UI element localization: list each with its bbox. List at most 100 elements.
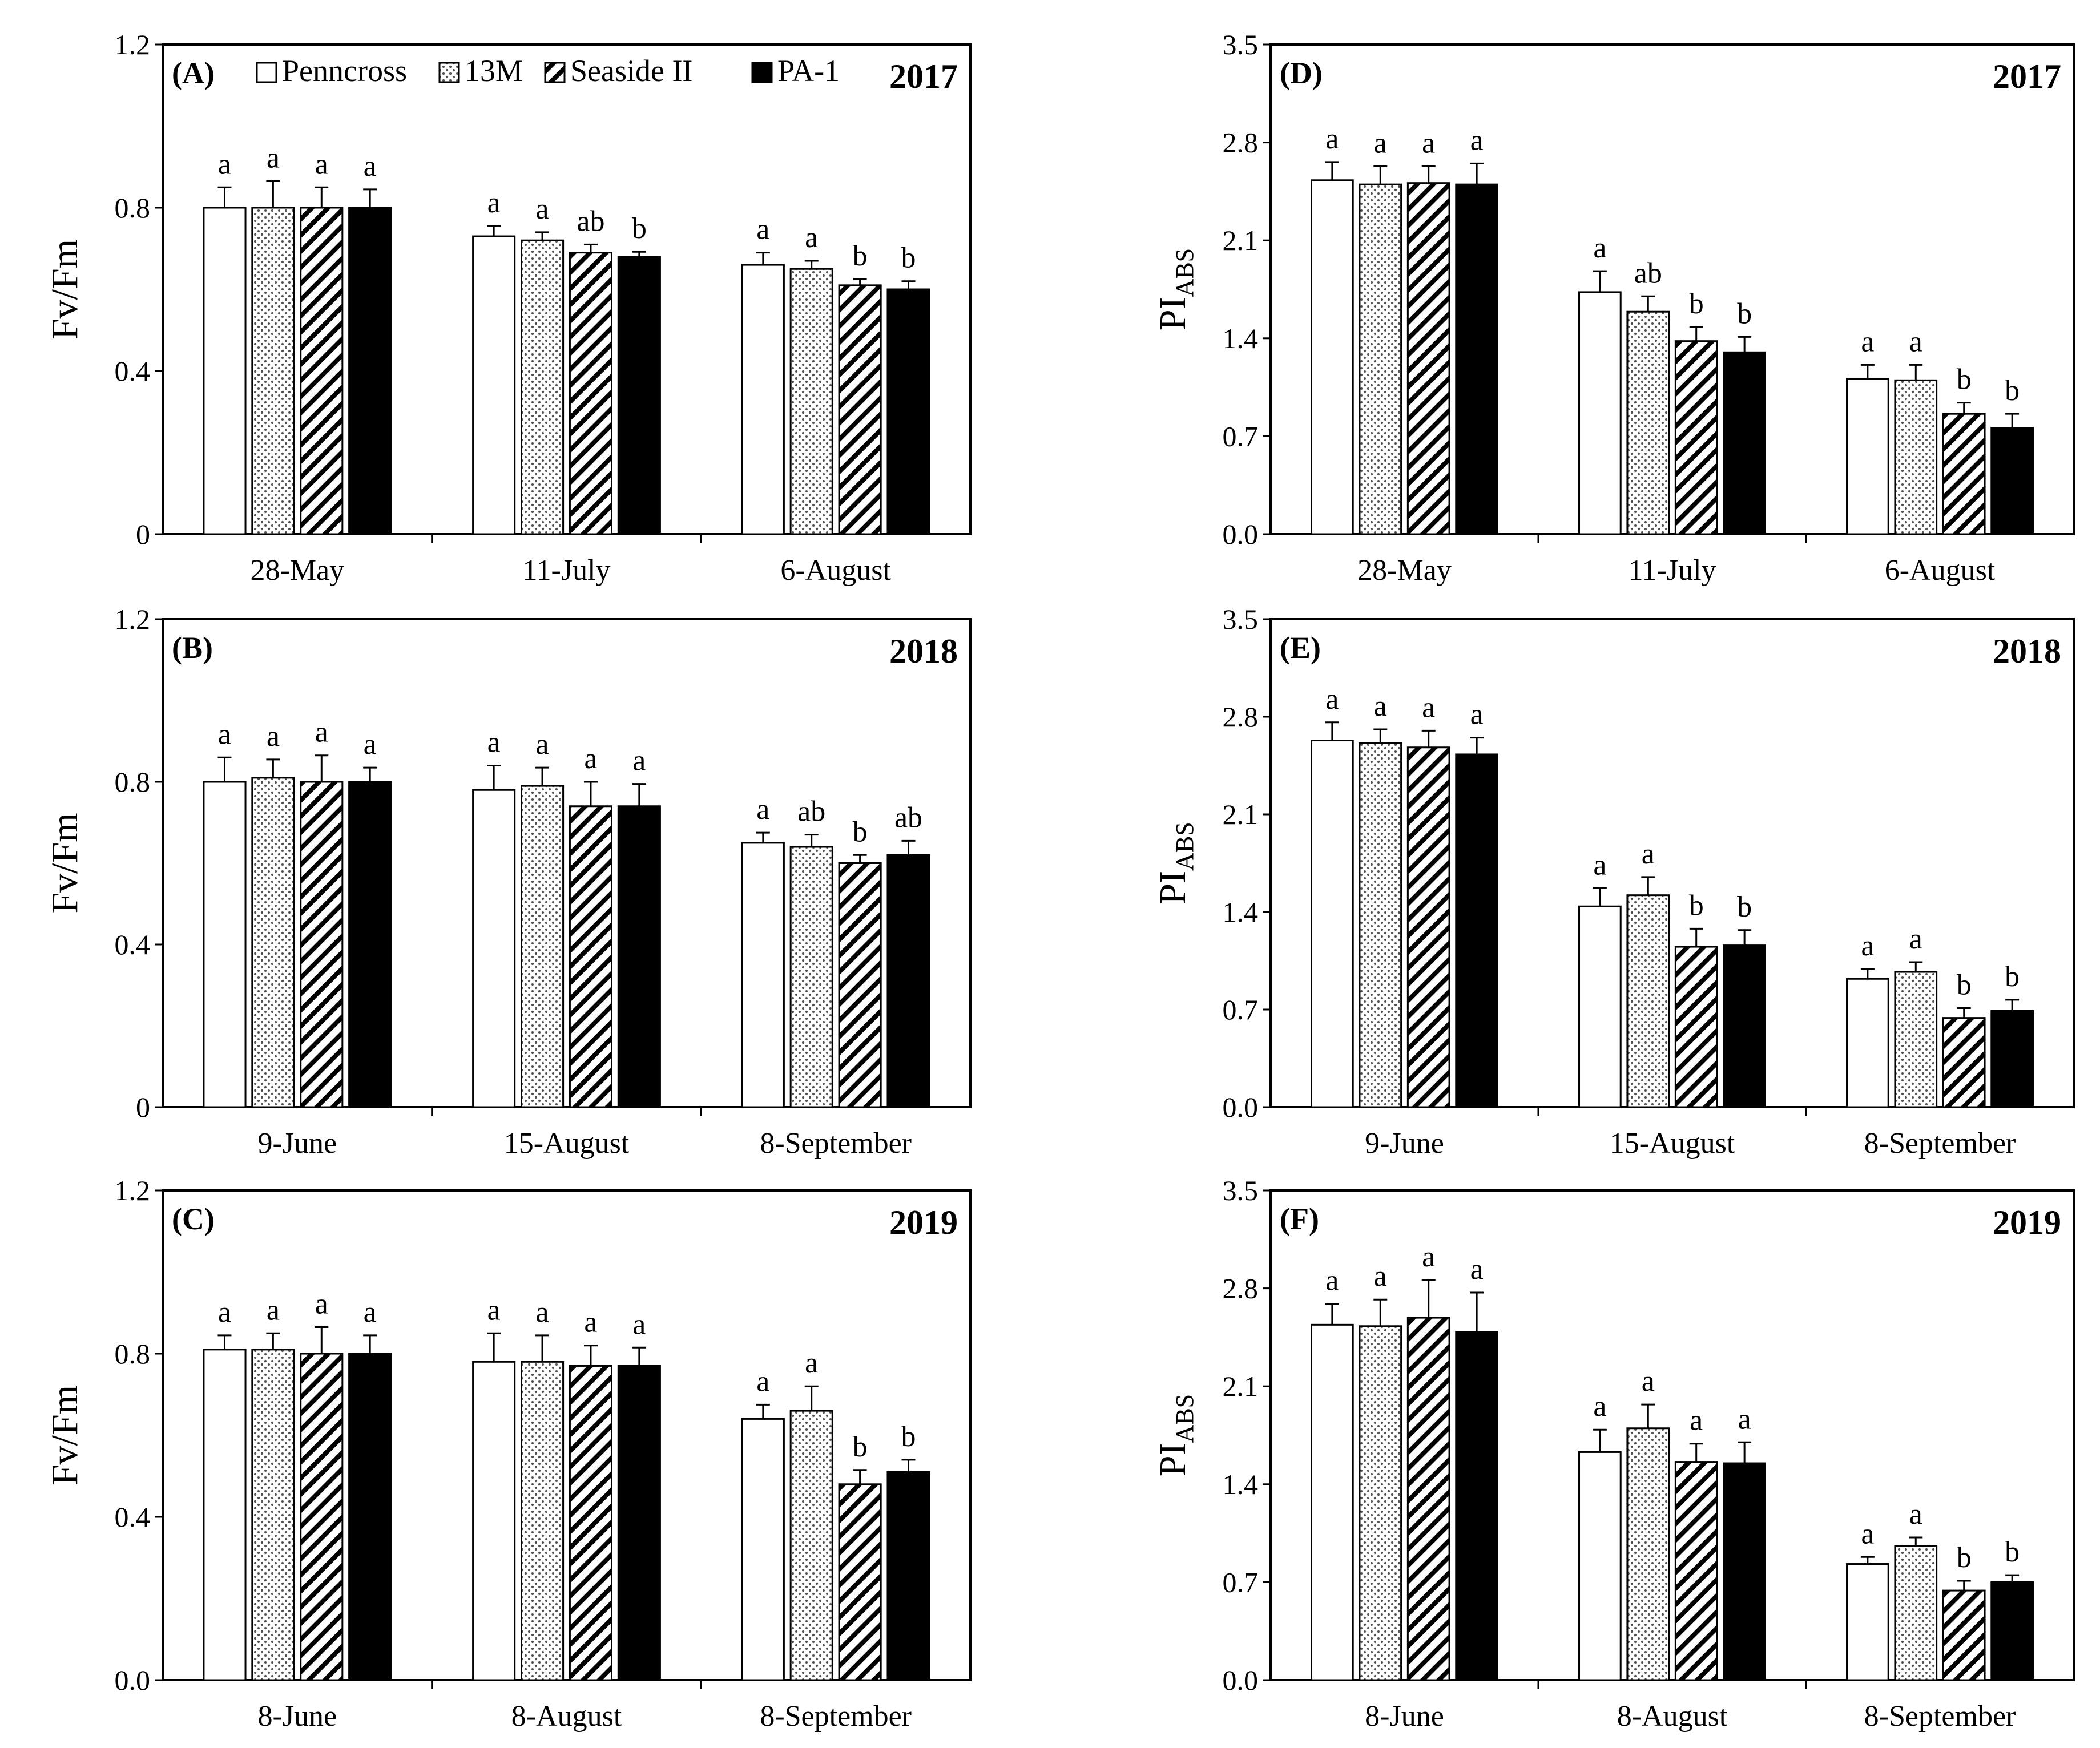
plot-frame [162, 43, 972, 535]
significance-letter: b [853, 240, 868, 272]
legend-swatch [544, 62, 566, 83]
category-label: 8-August [511, 1700, 622, 1733]
category-label: 8-September [1864, 1700, 2016, 1733]
plot-frame [162, 1189, 972, 1681]
bar [1359, 742, 1402, 1108]
significance-letter: ab [1634, 257, 1662, 289]
significance-letter: a [584, 1306, 597, 1339]
significance-letter: a [1593, 849, 1606, 881]
significance-letter: a [632, 1308, 646, 1341]
panel-e: 0.0 0.7 1.4 2.1 2.8 3.5 PIABS 9-June a a a a 15-Augu… [1152, 603, 2075, 1160]
significance-letter: a [1422, 1241, 1435, 1273]
y-tick-label: 0.0 [1223, 1091, 1259, 1123]
bar [520, 785, 565, 1108]
bar [1406, 746, 1450, 1108]
significance-letter: b [1957, 364, 1972, 396]
bar [348, 781, 392, 1108]
y-axis-title: PIABS [1152, 822, 1199, 904]
significance-letter: a [1861, 325, 1874, 358]
bar [569, 1365, 613, 1681]
panel-d: 0.0 0.7 1.4 2.1 2.8 3.5 PIABS 28-May a a a a 11-July… [1152, 29, 2075, 587]
bar [300, 781, 344, 1108]
y-axis-title-main: PI [1152, 871, 1194, 905]
significance-letter: b [2005, 960, 2020, 993]
significance-letter: a [1642, 838, 1655, 870]
year-label: 2019 [889, 1204, 958, 1241]
bar [1846, 1563, 1889, 1681]
year-label: 2019 [1993, 1204, 2061, 1241]
bar [1942, 1589, 1986, 1681]
category-label: 28-May [1357, 554, 1452, 587]
bar [1846, 378, 1889, 535]
y-axis-title-main: PI [1152, 1443, 1194, 1476]
bar [1723, 944, 1766, 1108]
y-tick-label: 0.8 [115, 1338, 151, 1370]
bar [203, 781, 247, 1108]
significance-letter: a [1861, 930, 1874, 962]
category-label: 8-September [1864, 1127, 2016, 1160]
y-tick-label: 1.4 [1223, 1468, 1259, 1500]
significance-letter: b [1689, 288, 1704, 320]
year-label: 2018 [889, 632, 958, 670]
significance-letter: ab [797, 796, 825, 828]
bar [251, 777, 295, 1108]
y-axis-title: Fv/Fm [44, 1385, 86, 1485]
bar [1674, 1461, 1718, 1681]
bar [472, 789, 516, 1108]
category-label: 8-June [1365, 1700, 1444, 1733]
bar [741, 842, 785, 1108]
significance-letter: a [1593, 1390, 1606, 1423]
bar [617, 805, 661, 1108]
significance-letter: a [536, 1296, 549, 1329]
legend-entry: Seaside II [570, 54, 692, 88]
significance-letter: a [756, 213, 769, 246]
bar [1990, 1581, 2034, 1681]
y-tick-label: 2.8 [1223, 127, 1259, 159]
y-tick-label: 0 [136, 1091, 150, 1123]
category-label: 11-July [522, 554, 610, 587]
significance-letter: b [2005, 1536, 2020, 1568]
bar [251, 1349, 295, 1681]
y-tick-label: 0.7 [1223, 420, 1259, 452]
significance-letter: ab [577, 205, 604, 237]
significance-letter: a [1690, 1404, 1703, 1437]
significance-letter: a [1861, 1517, 1874, 1550]
significance-letter: b [632, 212, 647, 245]
legend-entry: 13M [465, 54, 523, 88]
bar [617, 1365, 661, 1681]
y-tick-label: 1.4 [1223, 896, 1259, 928]
bar [741, 264, 785, 535]
bar [1674, 340, 1718, 535]
y-tick-label: 2.1 [1223, 224, 1259, 256]
bar [1990, 427, 2034, 535]
significance-letter: a [1470, 699, 1484, 731]
significance-letter: a [584, 742, 597, 775]
significance-letter: a [805, 1347, 818, 1379]
y-tick-label: 1.2 [115, 29, 151, 60]
significance-letter: a [1374, 127, 1387, 159]
bar [1455, 753, 1498, 1108]
significance-letter: a [267, 720, 280, 753]
significance-letter: a [364, 1296, 377, 1329]
bar [569, 252, 613, 535]
bar [1846, 978, 1889, 1108]
y-axis-title-main: Fv/Fm [44, 813, 86, 913]
significance-letter: ab [894, 801, 922, 834]
legend-swatch [438, 62, 460, 83]
y-tick-label: 0.4 [115, 929, 151, 960]
y-axis-title: PIABS [1152, 248, 1199, 330]
significance-letter: a [487, 726, 501, 759]
significance-letter: a [1374, 690, 1387, 722]
y-axis-title-main: PI [1152, 297, 1194, 330]
bar [886, 288, 930, 535]
category-label: 9-June [1365, 1127, 1444, 1160]
significance-letter: a [1909, 1498, 1922, 1531]
bar [300, 1353, 344, 1681]
significance-letter: a [632, 745, 646, 777]
legend: Penncross 13M Seaside II PA-1 [256, 54, 840, 88]
panel-label: (B) [172, 631, 213, 665]
bar [1894, 379, 1938, 535]
bar [1311, 1323, 1354, 1681]
year-label: 2018 [1993, 632, 2061, 670]
significance-letter: a [487, 1294, 501, 1326]
